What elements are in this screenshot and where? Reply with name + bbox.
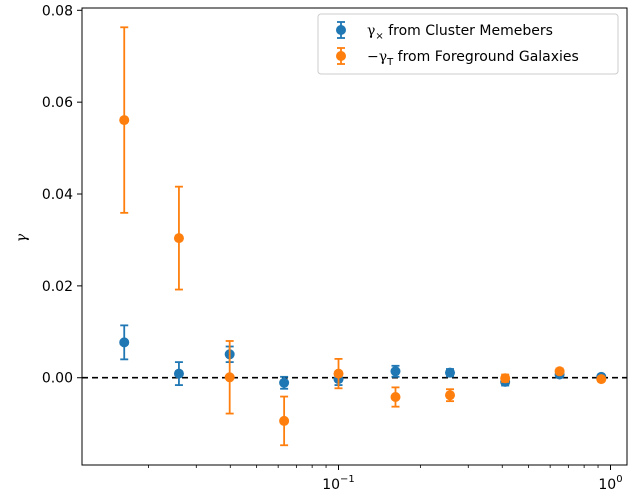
- data-point: [119, 115, 130, 126]
- y-axis-label: γ: [14, 233, 30, 242]
- data-point: [279, 415, 290, 426]
- x-tick-exponent: 0: [616, 474, 622, 485]
- x-tick-base: 10: [322, 477, 340, 491]
- data-point: [596, 374, 607, 385]
- data-point: [390, 392, 401, 403]
- series-layer: [119, 26, 607, 447]
- series-2: [119, 26, 607, 447]
- data-point: [173, 233, 184, 244]
- legend-label-foreground-galaxies: −γT from Foreground Galaxies: [367, 49, 579, 68]
- legend-text: from Foreground Galaxies: [393, 49, 579, 65]
- data-point: [390, 366, 401, 377]
- legend-symbol: −γ: [367, 49, 387, 65]
- legend-box: [317, 13, 619, 75]
- x-tick-exponent: −1: [340, 474, 355, 485]
- legend: γ× from Cluster Memebers −γT from Foregr…: [317, 13, 619, 75]
- legend-text: from Cluster Memebers: [384, 23, 553, 39]
- y-tick-label: 0.06: [42, 95, 73, 111]
- y-tick-label: 0.04: [42, 187, 73, 203]
- data-point: [445, 367, 456, 378]
- legend-item-cluster-members: γ× from Cluster Memebers: [336, 21, 553, 42]
- y-axis-ticks: 0.00 0.02 0.04 0.06 0.08: [42, 3, 82, 387]
- x-tick-base: 10: [598, 477, 616, 491]
- legend-subscript: ×: [375, 31, 383, 42]
- y-tick-label: 0.02: [42, 279, 73, 295]
- series-1: [119, 324, 607, 390]
- legend-symbol: γ: [367, 23, 375, 39]
- x-axis-ticks: 10−1 100: [147, 465, 623, 491]
- legend-marker-dot: [336, 51, 346, 61]
- data-point: [279, 377, 290, 388]
- y-axis-label-group: γ: [14, 233, 30, 242]
- legend-item-foreground-galaxies: −γT from Foreground Galaxies: [336, 47, 579, 68]
- data-point: [554, 366, 565, 377]
- y-tick-label: 0.08: [42, 3, 73, 19]
- y-tick-label: 0.00: [42, 371, 73, 387]
- plot-area: [81, 7, 628, 466]
- x-tick-label: 10−1: [322, 474, 355, 491]
- data-point: [119, 337, 130, 348]
- data-point: [224, 372, 235, 383]
- x-tick-label: 100: [598, 474, 622, 491]
- data-point: [500, 373, 511, 384]
- legend-label-cluster-members: γ× from Cluster Memebers: [367, 23, 553, 42]
- legend-marker-dot: [336, 25, 346, 35]
- axes-frame: [81, 7, 628, 466]
- legend-subscript: T: [386, 57, 394, 68]
- data-point: [333, 368, 344, 379]
- data-point: [445, 390, 456, 401]
- data-point: [173, 368, 184, 379]
